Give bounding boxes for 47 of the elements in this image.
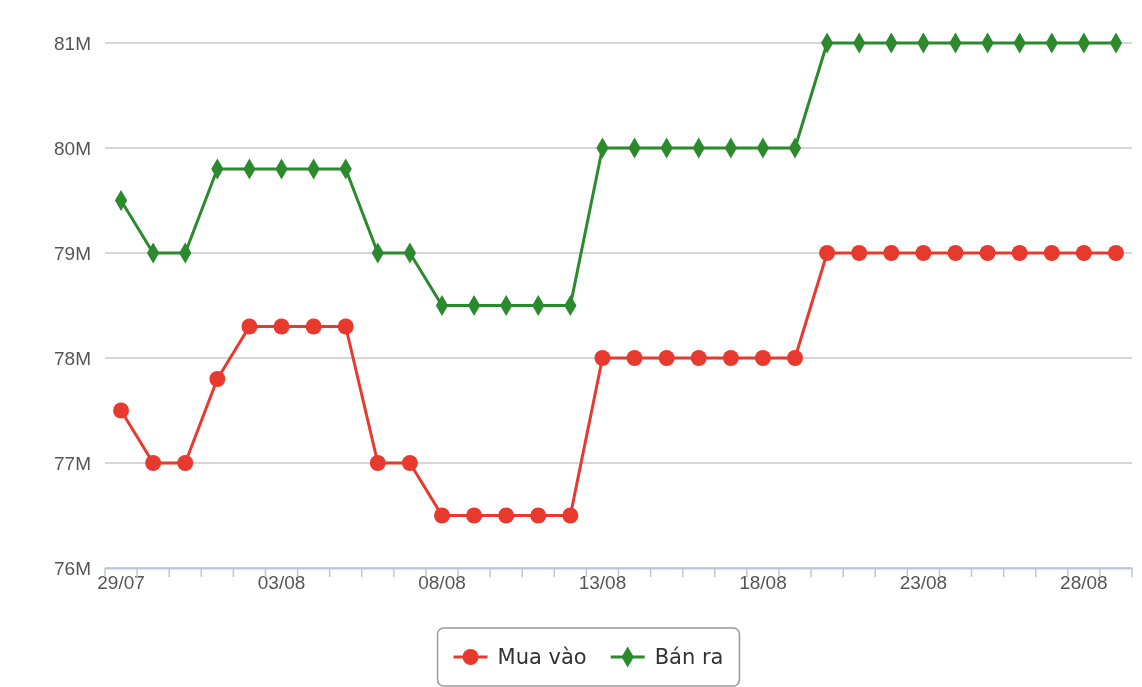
x-tick-label: 29/07 — [97, 572, 145, 594]
point — [626, 350, 643, 366]
point — [658, 350, 675, 366]
y-tick-label: 78M — [54, 347, 91, 369]
point — [113, 402, 130, 419]
point — [1075, 245, 1092, 261]
point — [562, 507, 579, 524]
point — [819, 245, 836, 261]
point — [754, 350, 771, 366]
point — [722, 350, 739, 366]
y-tick-label: 77M — [54, 452, 91, 474]
x-tick-label: 08/08 — [418, 572, 466, 594]
point — [241, 318, 258, 335]
y-tick-label: 79M — [54, 242, 91, 264]
y-tick-label: 81M — [54, 32, 91, 54]
point — [209, 371, 226, 387]
point — [466, 507, 483, 524]
point — [1043, 245, 1060, 261]
x-tick-label: 13/08 — [578, 572, 627, 594]
point — [305, 318, 322, 335]
point — [1011, 245, 1028, 261]
point — [177, 455, 194, 471]
x-tick-label: 28/08 — [1060, 572, 1108, 594]
point — [851, 245, 868, 261]
point — [979, 245, 996, 261]
point — [498, 507, 515, 524]
point — [883, 245, 900, 261]
legend-label: Bán ra — [654, 645, 724, 669]
point — [369, 455, 386, 471]
x-tick-label: 23/08 — [899, 572, 948, 594]
y-tick-label: 76M — [54, 557, 91, 579]
point — [145, 455, 162, 471]
point — [530, 507, 547, 524]
legend-label: Mua vào — [497, 645, 587, 669]
point — [401, 455, 418, 471]
point — [690, 350, 707, 366]
point — [947, 245, 964, 261]
point — [1107, 245, 1124, 261]
x-tick-label: 03/08 — [257, 572, 306, 594]
point — [273, 318, 290, 335]
point — [915, 245, 932, 261]
point — [434, 507, 450, 524]
point — [337, 318, 354, 335]
point — [787, 350, 803, 366]
y-tick-label: 80M — [54, 137, 91, 159]
point — [594, 350, 611, 366]
x-tick-label: 18/08 — [739, 572, 787, 594]
